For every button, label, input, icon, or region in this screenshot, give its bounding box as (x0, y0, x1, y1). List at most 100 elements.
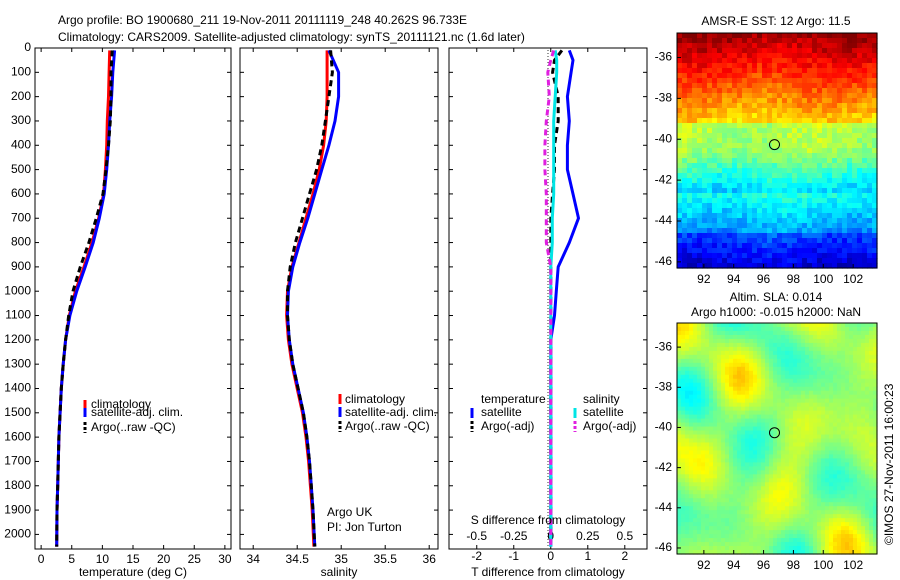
map-cell (793, 414, 798, 420)
map-cell (777, 138, 783, 144)
map-cell (785, 498, 790, 503)
map-cell (787, 33, 793, 39)
map-cell (809, 546, 814, 551)
map-cell (813, 438, 818, 444)
map-cell (869, 482, 874, 487)
map-cell (865, 342, 870, 348)
map-cell (805, 350, 810, 356)
map-cell (777, 522, 782, 527)
map-cell (857, 168, 863, 174)
temperature-axes-frame (34, 47, 232, 550)
map-cell (793, 346, 798, 352)
map-cell (737, 188, 743, 194)
map-cell (692, 193, 698, 199)
map-cell (765, 410, 770, 416)
map-cell (685, 338, 690, 344)
map-cell (845, 326, 850, 332)
map-cell (812, 113, 818, 119)
map-cell (729, 510, 734, 515)
map-cell (785, 478, 790, 483)
map-cell (772, 83, 778, 89)
map-cell (793, 350, 798, 356)
map-cell (805, 382, 810, 388)
map-cell (865, 462, 870, 467)
legend-label-argo: Argo(..raw -QC) (91, 420, 176, 434)
map-cell (752, 108, 758, 114)
map-cell (837, 378, 842, 384)
map-cell (853, 530, 858, 535)
map-cell (757, 510, 762, 515)
map-cell (872, 63, 878, 69)
map-cell (781, 474, 786, 479)
map-cell (702, 133, 708, 139)
map-cell (689, 334, 694, 340)
map-cell (749, 374, 754, 380)
map-cell (725, 470, 730, 475)
map-cell (813, 454, 818, 460)
map-cell (827, 58, 833, 64)
map-cell (785, 414, 790, 420)
map-cell (752, 188, 758, 194)
map-cell (821, 410, 826, 416)
map-cell (817, 354, 822, 360)
map-cell (827, 263, 833, 269)
map-cell (785, 382, 790, 388)
map-cell (857, 518, 862, 523)
map-cell (705, 426, 710, 432)
map-cell (852, 43, 858, 49)
map-cell (757, 486, 762, 491)
map-cell (769, 474, 774, 479)
map-cell (792, 53, 798, 59)
map-cell (717, 350, 722, 356)
map-cell (849, 378, 854, 384)
map-cell (805, 378, 810, 384)
map-cell (805, 470, 810, 475)
map-cell (697, 546, 702, 551)
map-cell (701, 366, 706, 372)
map-cell (745, 446, 750, 452)
map-cell (787, 118, 793, 124)
map-cell (849, 498, 854, 503)
map-cell (737, 228, 743, 234)
map-cell (772, 153, 778, 159)
map-cell (709, 418, 714, 424)
map-cell (712, 208, 718, 214)
map-cell (762, 73, 768, 79)
map-cell (717, 510, 722, 515)
map-cell (861, 474, 866, 479)
map-cell (853, 534, 858, 539)
map-cell (713, 506, 718, 511)
map-cell (767, 48, 773, 54)
map-cell (873, 323, 878, 328)
map-cell (702, 208, 708, 214)
map-cell (687, 188, 693, 194)
map-cell (685, 490, 690, 495)
map-cell (833, 386, 838, 392)
map-cell (805, 494, 810, 499)
map-cell (701, 502, 706, 507)
map-cell (777, 382, 782, 388)
map-cell (849, 430, 854, 436)
map-cell (802, 133, 808, 139)
map-cell (857, 386, 862, 392)
map-cell (765, 362, 770, 368)
map-cell (861, 470, 866, 475)
map-cell (822, 223, 828, 229)
map-cell (801, 330, 806, 336)
map-cell (793, 426, 798, 432)
map-cell (822, 38, 828, 44)
map-cell (825, 446, 830, 452)
map-cell (705, 378, 710, 384)
map-cell (749, 370, 754, 376)
map-cell (821, 406, 826, 412)
map-cell (837, 83, 843, 89)
map-cell (717, 326, 722, 332)
map-cell (677, 390, 682, 396)
map-cell (737, 530, 742, 535)
map-cell (832, 138, 838, 144)
map-cell (809, 418, 814, 424)
map-cell (737, 442, 742, 448)
map-cell (762, 38, 768, 44)
map-cell (757, 203, 763, 209)
map-cell (867, 223, 873, 229)
